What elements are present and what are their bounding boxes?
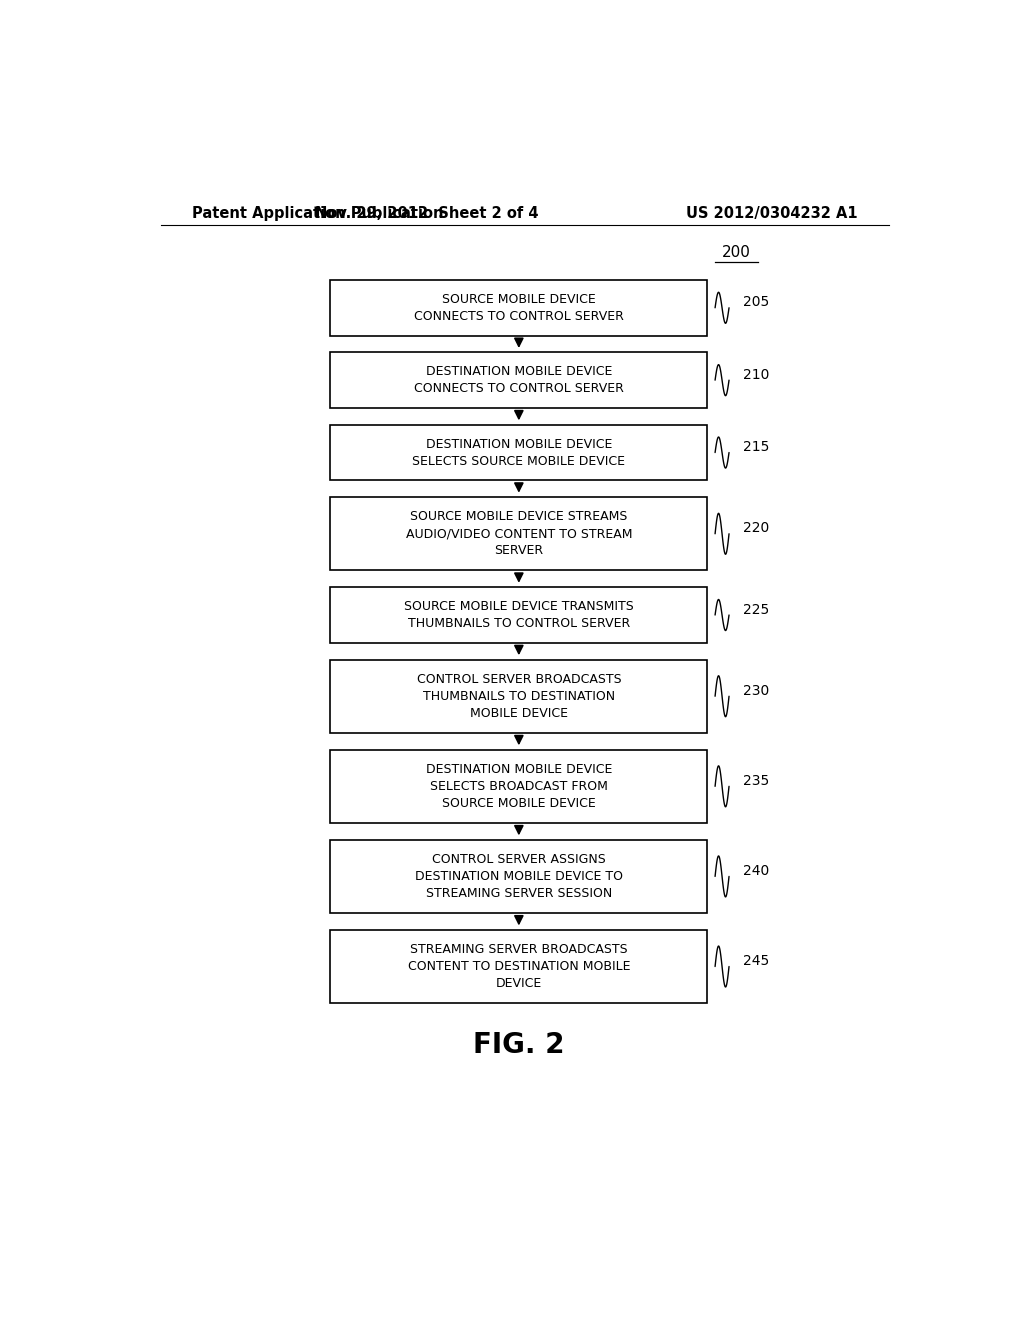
Text: SOURCE MOBILE DEVICE STREAMS: SOURCE MOBILE DEVICE STREAMS <box>411 511 628 523</box>
Text: SERVER: SERVER <box>495 544 544 557</box>
Text: Patent Application Publication: Patent Application Publication <box>191 206 443 222</box>
Bar <box>331 750 708 822</box>
Text: CONTROL SERVER ASSIGNS: CONTROL SERVER ASSIGNS <box>432 853 606 866</box>
Text: CONNECTS TO CONTROL SERVER: CONNECTS TO CONTROL SERVER <box>414 310 624 323</box>
Text: US 2012/0304232 A1: US 2012/0304232 A1 <box>686 206 858 222</box>
Text: CONTROL SERVER BROADCASTS: CONTROL SERVER BROADCASTS <box>417 673 622 686</box>
Text: STREAMING SERVER BROADCASTS: STREAMING SERVER BROADCASTS <box>410 942 628 956</box>
Text: Nov. 29, 2012  Sheet 2 of 4: Nov. 29, 2012 Sheet 2 of 4 <box>314 206 539 222</box>
Text: 230: 230 <box>743 684 769 698</box>
Text: 200: 200 <box>722 244 751 260</box>
Text: DEVICE: DEVICE <box>496 977 542 990</box>
Bar <box>331 840 708 913</box>
Text: 225: 225 <box>743 603 769 616</box>
Text: 245: 245 <box>743 954 769 968</box>
Text: CONNECTS TO CONTROL SERVER: CONNECTS TO CONTROL SERVER <box>414 381 624 395</box>
Text: THUMBNAILS TO CONTROL SERVER: THUMBNAILS TO CONTROL SERVER <box>408 616 630 630</box>
Text: FIG. 2: FIG. 2 <box>473 1031 564 1060</box>
Bar <box>331 352 708 408</box>
Bar <box>331 660 708 733</box>
Bar <box>331 587 708 643</box>
Text: 220: 220 <box>743 521 769 536</box>
Text: SELECTS BROADCAST FROM: SELECTS BROADCAST FROM <box>430 780 608 793</box>
Text: 240: 240 <box>743 865 769 878</box>
Text: SOURCE MOBILE DEVICE TRANSMITS: SOURCE MOBILE DEVICE TRANSMITS <box>404 601 634 612</box>
Text: 235: 235 <box>743 774 769 788</box>
Text: THUMBNAILS TO DESTINATION: THUMBNAILS TO DESTINATION <box>423 690 614 702</box>
Text: MOBILE DEVICE: MOBILE DEVICE <box>470 706 568 719</box>
Text: STREAMING SERVER SESSION: STREAMING SERVER SESSION <box>426 887 612 900</box>
Text: CONTENT TO DESTINATION MOBILE: CONTENT TO DESTINATION MOBILE <box>408 960 630 973</box>
Text: AUDIO/VIDEO CONTENT TO STREAM: AUDIO/VIDEO CONTENT TO STREAM <box>406 527 632 540</box>
Text: DESTINATION MOBILE DEVICE: DESTINATION MOBILE DEVICE <box>426 437 612 450</box>
Bar <box>331 280 708 335</box>
Bar <box>331 498 708 570</box>
Text: DESTINATION MOBILE DEVICE: DESTINATION MOBILE DEVICE <box>426 366 612 379</box>
Bar <box>331 929 708 1003</box>
Text: DESTINATION MOBILE DEVICE TO: DESTINATION MOBILE DEVICE TO <box>415 870 623 883</box>
Text: SOURCE MOBILE DEVICE: SOURCE MOBILE DEVICE <box>442 797 596 809</box>
Bar <box>331 425 708 480</box>
Text: 210: 210 <box>743 368 769 381</box>
Text: 205: 205 <box>743 296 769 309</box>
Text: SELECTS SOURCE MOBILE DEVICE: SELECTS SOURCE MOBILE DEVICE <box>413 454 626 467</box>
Text: 215: 215 <box>743 440 769 454</box>
Text: SOURCE MOBILE DEVICE: SOURCE MOBILE DEVICE <box>442 293 596 306</box>
Text: DESTINATION MOBILE DEVICE: DESTINATION MOBILE DEVICE <box>426 763 612 776</box>
